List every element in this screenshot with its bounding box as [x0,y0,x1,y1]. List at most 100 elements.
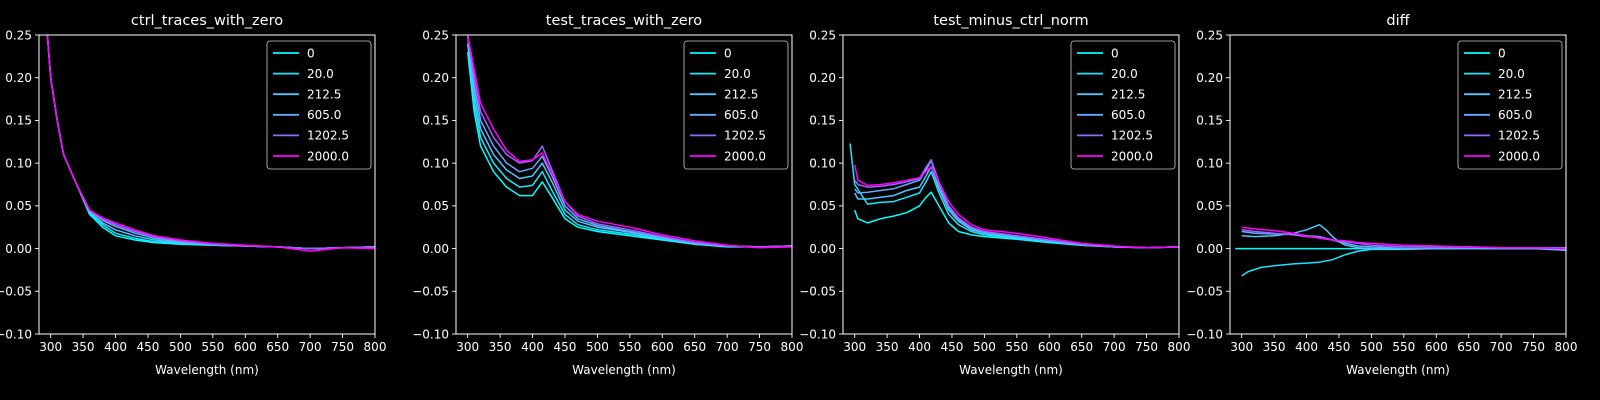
y-tick-label: −0.10 [1186,327,1223,341]
y-tick-label: 0.00 [422,242,449,256]
y-tick-label: 0.25 [1196,28,1223,42]
x-tick-label: 750 [331,340,354,354]
legend: 0 20.0 212.5 605.0 1202.5 2000.0 [266,40,372,170]
x-tick-label: 700 [716,340,739,354]
x-tick-label: 450 [137,340,160,354]
x-tick-label: 550 [1005,340,1028,354]
series-line-0 [466,52,792,248]
series-group [849,143,1179,249]
x-tick-label: 800 [781,340,804,354]
legend-label: 2000.0 [1111,149,1153,163]
legend-label: 20.0 [1111,67,1138,81]
axes-frame [38,34,376,335]
y-tick-label: 0.10 [1196,156,1223,170]
axes-frame [455,34,793,335]
x-tick-label: 650 [1457,340,1480,354]
series-group [466,35,792,249]
legend-label: 605.0 [724,108,758,122]
chart-panel-1: test_traces_with_zero Wavelength (nm) 300 3… [412,13,803,377]
x-tick-label: 450 [1328,340,1351,354]
y-tick-label: 0.25 [5,28,32,42]
axes-frame [1229,34,1567,335]
y-tick-label: 0.00 [1196,242,1223,256]
x-tick-label: 700 [1103,340,1126,354]
chart-title: test_minus_ctrl_norm [933,13,1088,29]
y-tick-label: 0.05 [809,199,836,213]
x-tick-label: 650 [266,340,289,354]
chart-title: ctrl_traces_with_zero [131,13,283,29]
legend-label: 0 [1111,46,1119,60]
x-tick-label: 400 [104,340,127,354]
y-tick-label: 0.25 [809,28,836,42]
chart-panel-3: diff Wavelength (nm) 300 350 400 450 500 550 600… [1186,13,1577,377]
legend-label: 20.0 [1498,67,1525,81]
legend-label: 2000.0 [307,149,349,163]
y-tick-label: −0.05 [799,285,836,299]
x-tick-label: 500 [169,340,192,354]
legend-label: 20.0 [307,67,334,81]
x-tick-label: 300 [456,340,479,354]
legend-label: 0 [724,46,732,60]
x-axis-label: Wavelength (nm) [572,363,676,377]
y-tick-label: 0.20 [809,71,836,85]
y-tick-label: 0.10 [809,156,836,170]
chart-panel-2: test_minus_ctrl_norm Wavelength (nm) 300 35… [799,13,1190,377]
y-tick-label: 0.20 [1196,71,1223,85]
chart-panel-0: ctrl_traces_with_zero Wavelength (nm) 300 3… [0,13,386,377]
series-line-1202.5 [854,158,1179,249]
legend-label: 1202.5 [1111,129,1153,143]
y-tick-label: −0.05 [412,285,449,299]
x-tick-label: 400 [521,340,544,354]
x-tick-label: 500 [586,340,609,354]
x-tick-label: 300 [39,340,62,354]
y-tick-label: 0.15 [1196,114,1223,128]
legend: 0 20.0 212.5 605.0 1202.5 2000.0 [1070,40,1176,170]
y-tick-label: 0.05 [5,199,32,213]
x-axis-label: Wavelength (nm) [1346,363,1450,377]
x-tick-label: 800 [1168,340,1191,354]
y-tick-label: 0.10 [5,156,32,170]
x-tick-label: 600 [651,340,674,354]
series-line-0 [853,191,1179,249]
x-tick-label: 350 [876,340,899,354]
x-tick-label: 400 [1295,340,1318,354]
x-tick-label: 800 [364,340,387,354]
legend-label: 2000.0 [724,149,766,163]
x-tick-label: 600 [1425,340,1448,354]
y-tick-label: −0.05 [0,285,32,299]
legend-label: 0 [307,46,315,60]
legend-label: 212.5 [1498,88,1532,102]
series-line-2000.0 [466,35,792,249]
x-tick-label: 550 [618,340,641,354]
x-axis-label: Wavelength (nm) [155,363,259,377]
legend-label: 1202.5 [307,129,349,143]
series-line-2000.0 [853,164,1179,249]
chart-title: diff [1386,13,1410,29]
x-tick-label: 650 [1070,340,1093,354]
y-tick-label: 0.25 [422,28,449,42]
series-line-605.0 [854,159,1179,249]
x-tick-label: 350 [1263,340,1286,354]
axes-frame [842,34,1180,335]
legend-label: 605.0 [1498,108,1532,122]
y-tick-label: 0.10 [422,156,449,170]
legend-label: 1202.5 [724,129,766,143]
x-tick-label: 350 [72,340,95,354]
x-tick-label: 400 [908,340,931,354]
y-tick-label: 0.20 [422,71,449,85]
y-tick-label: 0.05 [1196,199,1223,213]
x-tick-label: 500 [1360,340,1383,354]
y-tick-label: 0.00 [5,242,32,256]
x-axis-label: Wavelength (nm) [959,363,1063,377]
y-tick-label: 0.00 [809,242,836,256]
x-tick-label: 350 [489,340,512,354]
x-tick-label: 700 [299,340,322,354]
y-tick-label: 0.15 [809,114,836,128]
series-group [1235,223,1566,277]
x-tick-label: 500 [973,340,996,354]
legend-label: 2000.0 [1498,149,1540,163]
legend-label: 20.0 [724,67,751,81]
x-tick-label: 300 [1230,340,1253,354]
x-tick-label: 450 [554,340,577,354]
legend-label: 605.0 [307,108,341,122]
